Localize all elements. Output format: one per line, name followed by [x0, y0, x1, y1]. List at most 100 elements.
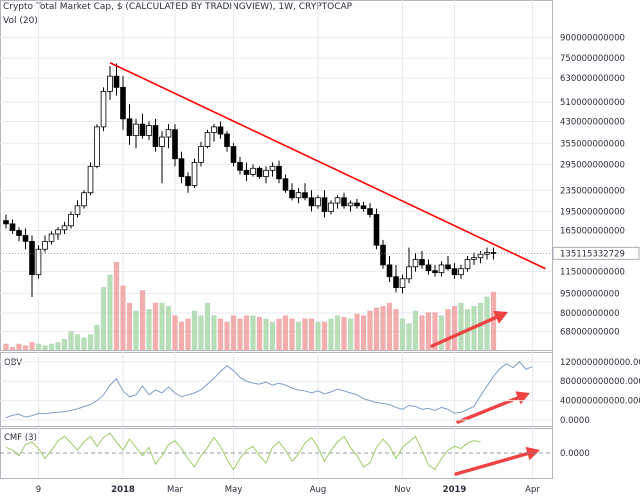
candle: [61, 221, 68, 235]
candle: [373, 208, 380, 250]
price-tick-label: 95000000000: [560, 289, 620, 299]
candle: [120, 76, 126, 130]
price-tick-label: 115000000000: [560, 268, 625, 278]
volume-bar: [120, 285, 126, 350]
volume-bar: [380, 306, 386, 350]
volume-bar: [477, 302, 484, 350]
volume-bar: [113, 262, 120, 350]
candle: [185, 172, 191, 193]
volume-bar: [256, 317, 263, 350]
volume-bar: [263, 318, 269, 350]
candle: [68, 211, 74, 229]
volume-bar: [360, 315, 367, 350]
volume-bar: [295, 321, 302, 350]
volume-bar: [367, 310, 373, 350]
candle: [159, 131, 165, 184]
obv-line: [5, 361, 533, 419]
volume-bar: [315, 321, 321, 350]
candle: [217, 121, 224, 139]
price-tick-label: 165000000000: [560, 227, 625, 237]
volume-bar: [16, 343, 22, 350]
candle: [321, 190, 328, 218]
price-tick-label: 510000000000: [560, 98, 625, 108]
volume-bar: [224, 321, 230, 350]
candle: [152, 118, 159, 152]
volume-bar: [484, 296, 490, 350]
candle: [386, 255, 393, 283]
candle: [393, 264, 399, 293]
trendline[interactable]: [109, 62, 546, 270]
obv-tick-label: 1200000000000.0000: [560, 358, 640, 368]
candle: [191, 158, 198, 188]
time-tick-label: Mar: [167, 485, 184, 495]
obv-tick-label: 0.0000: [560, 416, 590, 426]
volume-bar: [347, 318, 354, 350]
volume-bar: [334, 315, 341, 350]
obv-tick-label: 400000000000.0000: [560, 397, 640, 407]
volume-bar: [406, 323, 412, 350]
volume-bar: [243, 315, 250, 350]
obv-tick-label: 800000000000.0000: [560, 377, 640, 387]
time-tick-label: May: [225, 485, 243, 495]
candle: [211, 124, 217, 142]
candle: [133, 118, 139, 149]
candle: [295, 187, 302, 204]
volume-bar: [373, 307, 380, 350]
cmf-label: CMF (3): [4, 433, 37, 443]
volume-bar: [341, 317, 347, 350]
candle: [178, 151, 185, 184]
last-price-tag: [552, 246, 640, 260]
volume-bar: [81, 337, 87, 350]
price-tick-label: 80000000000: [560, 309, 620, 319]
volume-bar: [438, 315, 445, 350]
pane-border-2: [0, 352, 553, 427]
volume-indicator-label: Vol (20): [3, 16, 38, 26]
candle: [94, 124, 100, 169]
candle: [250, 164, 256, 177]
candle: [367, 203, 373, 218]
volume-bar: [87, 334, 94, 350]
volume-bar: [165, 306, 172, 350]
arrow-obv: [456, 391, 530, 424]
volume-bar: [185, 318, 191, 350]
volume-bar: [250, 315, 256, 350]
volume-bar: [386, 302, 393, 350]
price-tick-label: 235000000000: [560, 186, 625, 196]
candle: [458, 264, 464, 279]
candle: [347, 200, 354, 212]
candle: [471, 252, 477, 265]
volume-bar: [68, 331, 74, 350]
volume-bar: [399, 318, 406, 350]
candle: [263, 166, 269, 184]
candle: [48, 231, 55, 245]
volume-bar: [328, 318, 334, 350]
volume-bar: [94, 324, 100, 350]
volume-bar: [308, 318, 315, 350]
time-tick-label: Apr: [525, 485, 540, 495]
last-price-label: 135115332729: [560, 249, 625, 259]
candle: [165, 124, 172, 149]
candle: [256, 166, 263, 179]
candle: [419, 250, 425, 269]
volume-bar: [61, 339, 68, 350]
candle: [146, 121, 152, 141]
volume-bar: [451, 306, 458, 350]
arrow-price: [430, 310, 508, 348]
volume-bar: [159, 302, 165, 350]
volume-bar: [217, 318, 224, 350]
time-tick-label: Nov: [394, 485, 411, 495]
candle: [3, 214, 9, 229]
price-tick-label: 430000000000: [560, 117, 625, 127]
candle: [139, 113, 146, 139]
volume-bar: [458, 302, 464, 350]
volume-bar: [191, 310, 198, 350]
candle: [308, 190, 315, 212]
volume-bar: [445, 309, 451, 350]
price-tick-label: 68000000000: [560, 327, 620, 337]
candle: [87, 162, 94, 196]
candle: [380, 239, 386, 269]
candle: [9, 219, 16, 235]
candle: [406, 247, 412, 284]
volume-bar: [42, 345, 48, 350]
